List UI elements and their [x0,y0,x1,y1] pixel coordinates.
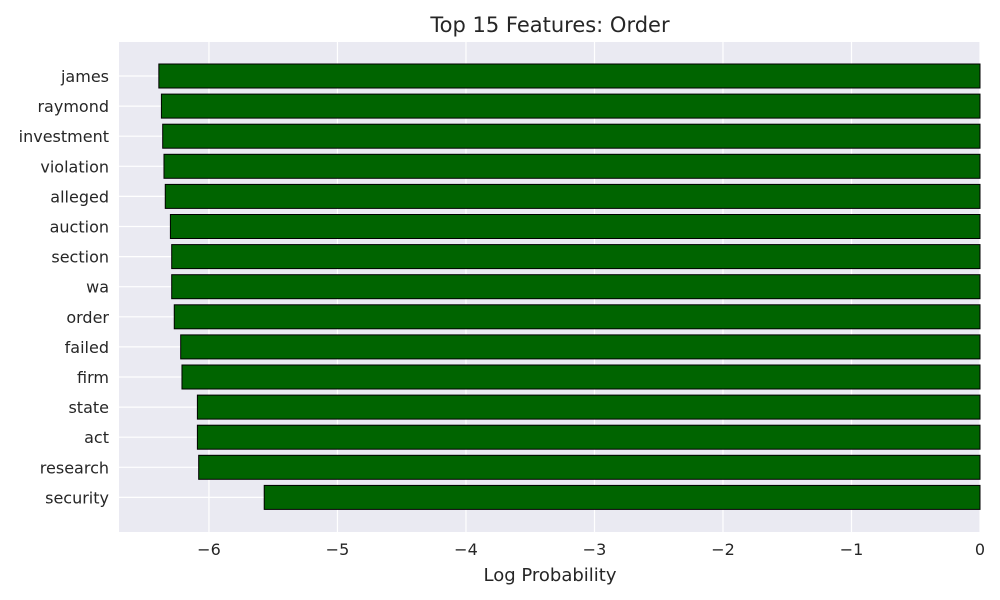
x-tick-label: −5 [326,540,350,559]
x-axis-label: Log Probability [483,565,616,586]
bar-wa [171,274,981,300]
x-tick-label: −6 [197,540,221,559]
x-tick-labels: −6 −5 −4 −3 −2 −1 0 [197,540,985,559]
y-tick-label: research [40,458,109,477]
bar-failed [180,334,981,360]
bar-research [198,454,981,480]
bar-act [196,424,981,450]
bar-state [196,394,981,420]
y-tick-label: order [66,308,109,327]
bar-auction [169,214,981,239]
bar-investment [162,123,981,149]
bar-alleged [164,183,981,209]
x-tick-label: −3 [583,540,607,559]
y-tick-label: alleged [50,187,109,206]
y-tick-label: section [51,248,109,267]
y-tick-label: security [45,488,109,507]
y-tick-label: failed [65,338,109,357]
bar-violation [163,153,981,179]
y-tick-label: violation [40,157,109,176]
y-tick-label: raymond [37,97,109,116]
x-tick-label: −4 [454,540,478,559]
y-tick-labels: james raymond investment violation alleged au… [19,67,110,507]
bar-raymond [160,93,981,119]
y-tick-label: act [84,428,109,447]
y-tick-label: investment [19,127,109,146]
x-tick-label: −1 [840,540,864,559]
x-tick-label: 0 [975,540,985,559]
bar-order [173,304,981,330]
x-tick-label: −2 [711,540,735,559]
y-tick-label: firm [77,368,109,387]
bar-james [158,63,981,89]
y-tick-label: james [60,67,109,86]
chart-title: Top 15 Features: Order [429,13,670,37]
y-tick-label: state [68,398,109,417]
bars [158,63,981,510]
y-tick-label: auction [50,218,109,237]
bar-security [263,484,981,510]
bar-firm [181,364,981,390]
bar-section [171,244,981,270]
y-tick-label: wa [86,278,109,297]
